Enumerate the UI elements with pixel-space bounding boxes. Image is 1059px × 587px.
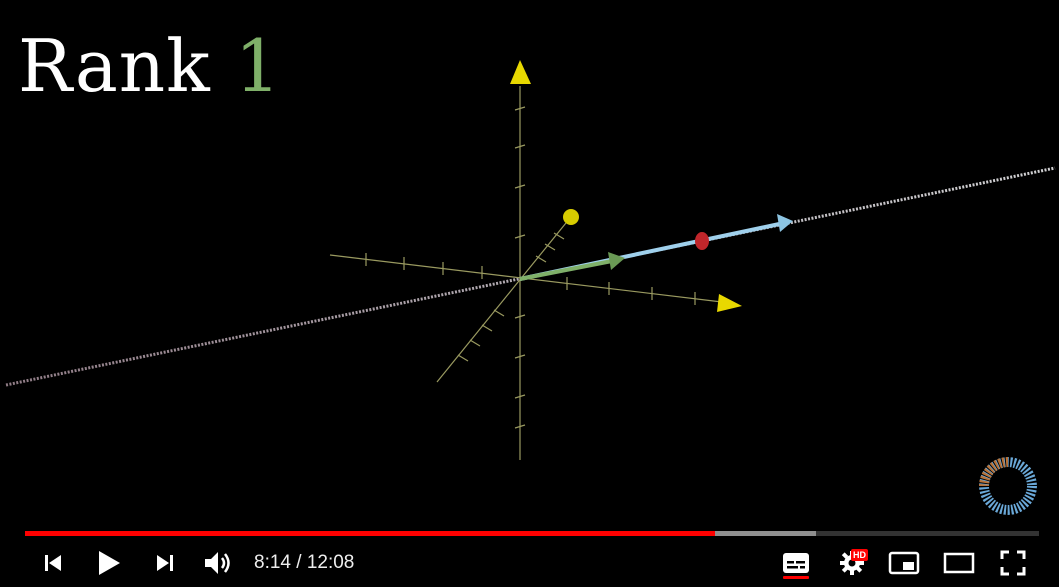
overlay-title-number: 1 [234, 24, 282, 108]
hd-badge: HD [851, 549, 868, 561]
channel-logo-icon [979, 457, 1037, 515]
time-display: 8:14 / 12:08 [254, 552, 354, 574]
fullscreen-icon [1000, 550, 1026, 576]
x-axis-tip [717, 294, 742, 312]
progress-bar[interactable] [25, 531, 1039, 536]
green-vector-head [608, 252, 625, 270]
miniplayer-button[interactable] [886, 545, 922, 581]
theater-mode-icon [943, 552, 975, 574]
duration: 12:08 [306, 552, 355, 573]
next-button[interactable] [150, 545, 180, 581]
subtitles-icon [783, 553, 809, 573]
controls-bar [0, 540, 1059, 587]
miniplayer-icon [888, 551, 920, 575]
skip-previous-icon [45, 555, 61, 571]
fullscreen-button[interactable] [995, 545, 1031, 581]
overlay-title-word: Rank [18, 24, 211, 108]
play-icon [99, 551, 120, 575]
volume-icon [205, 552, 230, 574]
green-vector [519, 259, 613, 281]
red-marker [695, 232, 709, 250]
skip-next-icon [157, 555, 173, 571]
overlay-title: Rank 1 [18, 30, 282, 102]
play-button[interactable] [92, 545, 126, 581]
z-axis-tip [510, 60, 531, 84]
current-time: 8:14 [254, 552, 291, 573]
previous-button[interactable] [38, 545, 68, 581]
time-separator: / [290, 552, 307, 573]
y-axis-tip [563, 209, 579, 225]
blue-vector-head [777, 214, 793, 232]
theater-mode-button[interactable] [941, 545, 977, 581]
volume-button[interactable] [200, 545, 236, 581]
played-bar [25, 531, 715, 536]
y-axis [436, 217, 571, 383]
coordinate-axes [329, 86, 723, 460]
subtitles-active-indicator [783, 576, 809, 579]
subtitles-button[interactable] [779, 545, 813, 581]
